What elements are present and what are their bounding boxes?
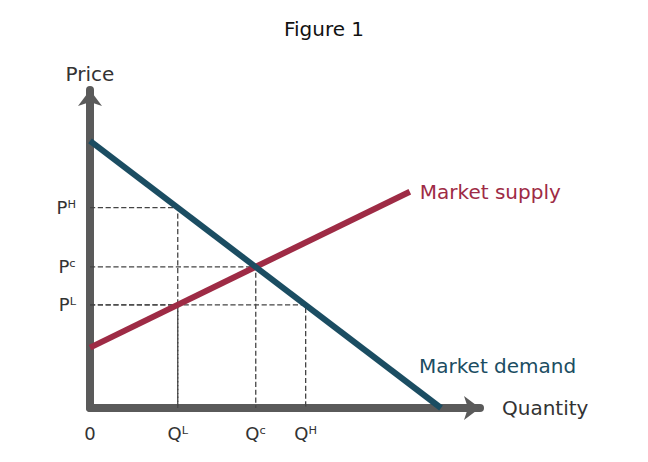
svg-text:Qᴸ: Qᴸ (168, 423, 189, 444)
svg-text:Pᶜ: Pᶜ (58, 256, 76, 277)
svg-text:Pᴴ: Pᴴ (57, 197, 76, 218)
svg-text:Quantity: Quantity (502, 396, 589, 420)
svg-text:Pᴸ: Pᴸ (59, 294, 77, 315)
svg-text:Market supply: Market supply (420, 180, 561, 204)
svg-text:Price: Price (66, 62, 115, 86)
svg-text:Qᶜ: Qᶜ (245, 423, 266, 444)
svg-text:0: 0 (84, 423, 95, 444)
svg-text:Qᴴ: Qᴴ (294, 423, 317, 444)
svg-text:Market demand: Market demand (419, 354, 576, 378)
svg-text:Figure 1: Figure 1 (284, 17, 364, 41)
